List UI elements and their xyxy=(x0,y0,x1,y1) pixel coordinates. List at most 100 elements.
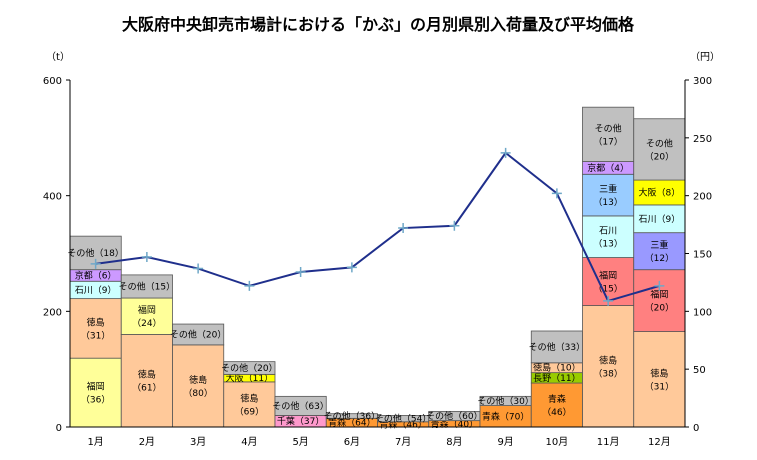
segment-label: 千葉（37） xyxy=(277,415,324,427)
price-point-marker xyxy=(449,220,460,231)
segment-label: 徳島 xyxy=(599,354,617,366)
segment-label: 長野（11） xyxy=(533,373,580,384)
segment-label: その他 xyxy=(595,122,622,134)
x-tick-label: 2月 xyxy=(139,436,155,448)
bar-segment xyxy=(274,395,327,416)
segment-label: その他（20） xyxy=(170,328,226,340)
segment-pct: （20） xyxy=(645,151,674,162)
x-tick-label: 8月 xyxy=(446,436,462,448)
segment-label: その他（33） xyxy=(529,341,585,353)
x-tick-label: 7月 xyxy=(395,436,411,448)
segment-pct: （38） xyxy=(593,368,622,379)
tick-labels: 0 200 400 600 0 50 100 150 200 250 300 1月 2月 3月 4月 5月 6月… xyxy=(43,76,712,448)
segment-pct: （17） xyxy=(593,136,622,147)
bar-segment xyxy=(530,382,583,428)
bar-segment xyxy=(120,297,173,335)
price-point-marker xyxy=(500,147,511,158)
segment-label: 京都（4） xyxy=(587,162,629,174)
bar-segment xyxy=(223,361,276,375)
left-tick-label: 600 xyxy=(43,76,62,87)
segment-label: 福岡 xyxy=(138,304,156,316)
price-point-marker xyxy=(90,258,101,269)
segment-pct: （15） xyxy=(593,284,622,295)
segment-label: 徳島 xyxy=(650,367,668,379)
segment-label: 福岡 xyxy=(650,289,668,301)
x-tick-label: 3月 xyxy=(190,436,206,448)
segment-label: 三重 xyxy=(599,183,617,195)
bar-segment xyxy=(633,269,686,332)
chart-title: 大阪府中央卸売市場計における「かぶ」の月別県別入荷量及び平均価格 xyxy=(122,15,635,34)
price-point-marker xyxy=(193,263,204,274)
segment-label: その他（15） xyxy=(119,280,175,292)
bar-segment xyxy=(69,357,122,428)
segment-pct: （20） xyxy=(645,303,674,314)
right-tick-label: 200 xyxy=(693,192,712,203)
left-axis-unit: （t） xyxy=(46,51,70,63)
price-point-marker xyxy=(295,267,306,278)
bar-segment xyxy=(582,173,635,217)
price-point-marker xyxy=(346,262,357,273)
price-point-marker xyxy=(654,280,665,291)
segment-label: 青森（70） xyxy=(482,410,529,422)
x-tick-label: 5月 xyxy=(292,436,308,448)
segment-label: 徳島 xyxy=(87,316,105,328)
segment-label: 徳島 xyxy=(138,369,156,381)
segment-label: 大阪（8） xyxy=(639,186,681,198)
segment-label: 青森（64） xyxy=(328,417,375,429)
price-series-line xyxy=(95,151,660,303)
segment-label: その他（63） xyxy=(272,400,328,412)
segment-label: その他（54） xyxy=(375,413,431,425)
bar-stacks: 福岡 （36） 徳島 （31） 石川（9） 京都（6） その他（18） 徳島 （61） 福岡 （24… xyxy=(67,106,686,430)
right-tick-label: 250 xyxy=(693,134,712,145)
x-tick-label: 9月 xyxy=(497,436,513,448)
segment-pct: （13） xyxy=(593,197,622,208)
price-point-marker xyxy=(603,295,614,306)
price-point-marker xyxy=(551,188,562,199)
bar-segment xyxy=(120,274,173,299)
segment-label: 福岡 xyxy=(87,381,105,393)
segment-pct: （46） xyxy=(542,407,571,418)
segment-label: 京都（6） xyxy=(75,269,117,281)
left-tick-label: 200 xyxy=(43,307,62,318)
bar-segment xyxy=(582,106,635,162)
segment-pct: （13） xyxy=(593,239,622,250)
bar-segment xyxy=(633,232,686,271)
x-tick-label: 10月 xyxy=(546,436,569,448)
segment-label: 福岡 xyxy=(599,270,617,282)
x-tick-label: 1月 xyxy=(87,436,103,448)
right-axis-unit: （円） xyxy=(690,51,720,63)
right-tick-label: 100 xyxy=(693,307,712,318)
segment-label: 石川 xyxy=(599,227,617,237)
segment-label: 徳島 xyxy=(240,392,258,404)
segment-label: 石川（9） xyxy=(639,214,681,225)
segment-label: 徳島（10） xyxy=(533,362,580,374)
segment-label: 青森 xyxy=(548,393,566,405)
bar-segment xyxy=(172,323,225,346)
segment-pct: （31） xyxy=(645,381,674,392)
segment-label: その他（36） xyxy=(324,410,380,422)
right-tick-label: 150 xyxy=(693,250,712,261)
segment-pct: （69） xyxy=(235,406,264,417)
segment-pct: （36） xyxy=(81,395,110,406)
segment-pct: （24） xyxy=(132,318,161,329)
segment-label: 徳島 xyxy=(189,374,207,386)
segment-pct: （12） xyxy=(645,253,674,264)
segment-label: 石川（9） xyxy=(75,285,117,296)
segment-label: その他 xyxy=(646,137,673,149)
price-point-marker xyxy=(398,223,409,234)
bar-segment xyxy=(633,204,686,234)
x-tick-label: 6月 xyxy=(344,436,360,448)
bar-segment xyxy=(582,305,635,428)
right-tick-label: 300 xyxy=(693,76,712,87)
left-tick-label: 400 xyxy=(43,192,62,203)
bar-segment xyxy=(223,381,276,428)
x-tick-label: 11月 xyxy=(597,436,620,448)
segment-label: 大阪（11） xyxy=(226,372,273,384)
segment-label: その他（60） xyxy=(426,410,482,422)
x-tick-label: 4月 xyxy=(241,436,257,448)
segment-label: その他（30） xyxy=(477,395,533,407)
price-line xyxy=(90,147,665,306)
segment-label: その他（20） xyxy=(221,362,277,374)
right-tick-label: 50 xyxy=(693,365,706,376)
